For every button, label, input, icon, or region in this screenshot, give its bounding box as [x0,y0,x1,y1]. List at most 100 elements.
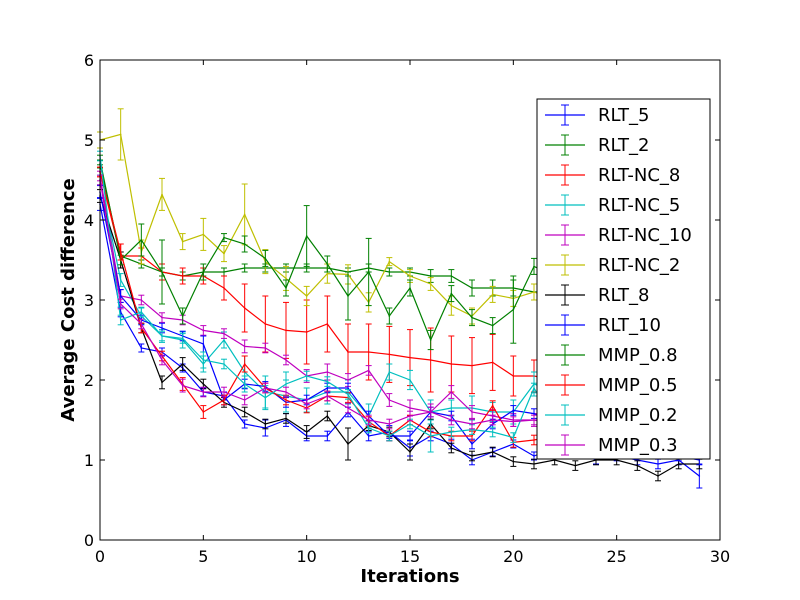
data-point [388,315,391,317]
data-point [429,435,432,437]
data-point [471,423,473,425]
data-point [533,265,535,268]
data-point [367,419,370,421]
data-point [429,339,432,341]
data-point [161,381,163,384]
data-point [285,329,287,332]
data-point [388,353,391,356]
data-point [223,332,225,335]
data-point [491,431,494,433]
data-point [305,295,308,297]
data-point [326,263,329,265]
data-point [450,275,453,277]
data-point [285,417,287,420]
data-point [367,271,370,273]
data-point [471,411,473,413]
data-point [326,323,329,325]
x-tick-label: 20 [503,547,523,566]
data-point [512,409,515,412]
data-point [305,403,308,405]
legend-item: MMP_0.2 [545,404,678,426]
data-point [243,423,246,425]
data-point [471,443,473,445]
data-point [347,393,349,396]
data-point [409,275,411,277]
x-tick-label: 10 [296,547,316,566]
data-point [512,460,515,463]
data-point [223,287,225,289]
y-tick-label: 5 [84,131,94,150]
data-point [140,299,143,301]
series-line [99,195,700,477]
data-point [161,359,163,361]
data-point [388,435,391,437]
data-point [450,391,453,393]
legend-item: RLT-NC_2 [545,254,680,276]
legend-label: RLT_5 [598,105,650,126]
data-point [533,463,535,465]
data-point [347,379,349,381]
data-point [140,323,143,325]
y-tick-label: 0 [84,531,94,550]
data-point [119,295,122,297]
legend-label: RLT_10 [598,315,661,336]
data-point [264,257,267,260]
data-point [223,399,225,401]
legend-label: RLT-NC_8 [598,165,680,186]
data-point [409,451,411,453]
legend-label: RLT_2 [598,135,650,156]
data-point [243,267,246,269]
data-point [243,345,246,348]
data-point [285,359,287,361]
data-point [533,455,535,457]
data-point [553,459,556,461]
data-point [161,193,163,196]
data-point [450,407,453,409]
data-point [243,213,246,216]
data-point [409,379,411,381]
legend-item: MMP_0.5 [545,374,678,396]
y-axis-title: Average Cost difference [58,178,79,421]
data-point [285,399,287,401]
data-point [347,295,349,297]
data-point [243,383,246,385]
data-point [409,423,411,425]
data-point [512,420,515,423]
data-point [533,387,535,389]
data-point [223,363,225,365]
data-point [533,439,535,441]
legend-item: RLT_2 [545,134,650,156]
data-point [243,363,246,365]
data-point [223,252,225,255]
data-point [367,369,370,372]
data-point [140,239,143,241]
data-point [429,275,432,277]
x-tick-label: 30 [710,547,730,566]
data-point [223,391,225,393]
data-point [326,387,329,389]
legend-item: RLT_5 [545,104,650,126]
data-point [161,271,163,273]
data-point [264,347,267,349]
data-point [429,411,432,413]
legend-item: RLT-NC_5 [545,194,680,216]
data-point [533,412,535,415]
data-point [181,240,184,243]
legend-label: MMP_0.3 [598,435,678,456]
data-point [698,475,701,477]
data-point [202,271,205,273]
data-point [471,435,473,437]
data-point [491,361,494,364]
data-point [347,407,349,409]
legend-label: MMP_0.5 [598,375,678,396]
data-point [202,391,205,393]
data-point [698,459,701,461]
data-point [615,459,618,461]
x-tick-label: 0 [95,547,105,566]
legend-label: RLT-NC_10 [598,225,692,246]
data-point [512,436,515,439]
legend-item: RLT_10 [545,314,661,336]
data-point [161,327,163,329]
data-point [491,451,494,453]
